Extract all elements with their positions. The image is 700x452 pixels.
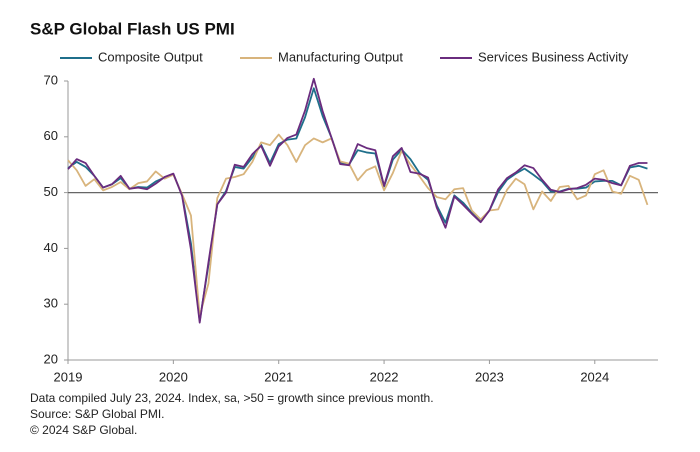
legend-label: Manufacturing Output (278, 49, 403, 64)
x-tick-label: 2019 (54, 369, 83, 384)
chart-title: S&P Global Flash US PMI (30, 19, 235, 38)
y-tick-label: 70 (44, 72, 58, 87)
y-tick-label: 30 (44, 296, 58, 311)
legend-label: Services Business Activity (478, 49, 629, 64)
footnote: Data compiled July 23, 2024. Index, sa, … (30, 391, 434, 405)
x-tick-label: 2021 (264, 369, 293, 384)
x-tick-label: 2020 (159, 369, 188, 384)
footnote: © 2024 S&P Global. (30, 423, 137, 437)
x-tick-label: 2024 (580, 369, 609, 384)
y-tick-label: 40 (44, 240, 58, 255)
series-line (67, 133, 649, 317)
x-tick-label: 2023 (475, 369, 504, 384)
y-tick-label: 60 (44, 128, 58, 143)
y-tick-label: 20 (44, 351, 58, 366)
series-line (67, 87, 648, 322)
series-line (67, 77, 648, 324)
y-tick-label: 50 (44, 184, 58, 199)
x-tick-label: 2022 (370, 369, 399, 384)
legend-label: Composite Output (98, 49, 203, 64)
footnote: Source: S&P Global PMI. (30, 407, 165, 421)
